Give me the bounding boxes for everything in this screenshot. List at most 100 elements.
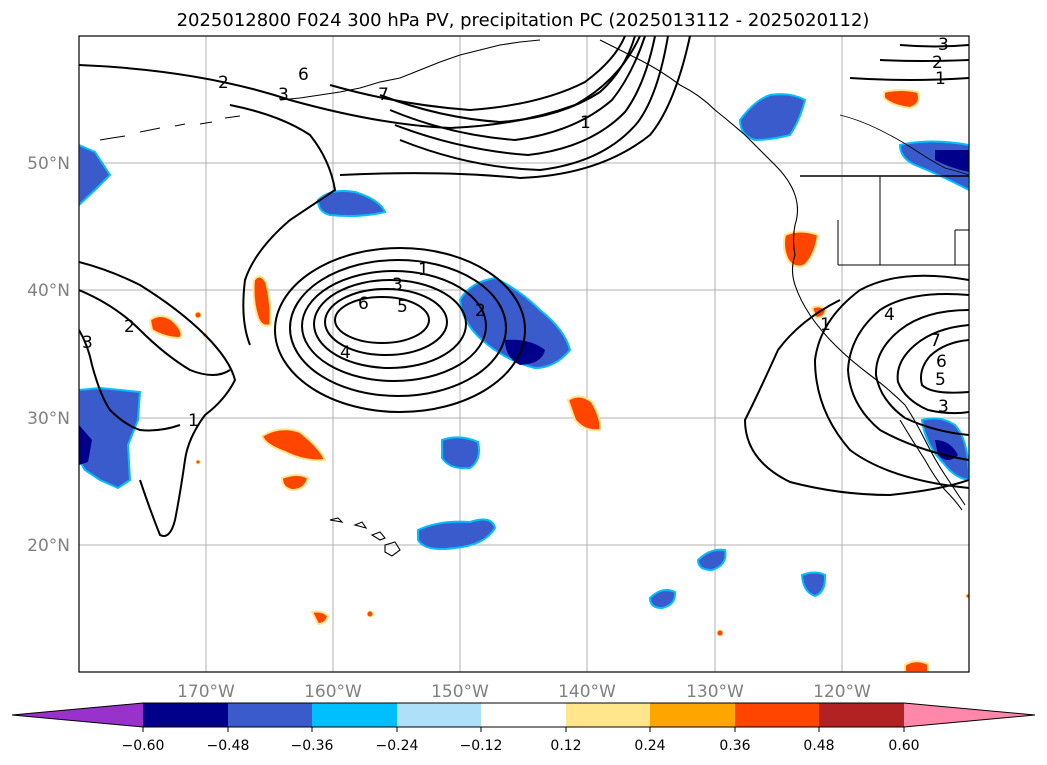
precip-pos-dot [194, 311, 202, 319]
precip-neg-blob [648, 589, 677, 610]
pv-contour-e4 [896, 324, 969, 415]
precip-neg-blob [458, 276, 572, 370]
pv-contour-w1 [79, 289, 231, 376]
pv-contour-ne1 [879, 59, 969, 62]
precip-pos-dot [716, 629, 724, 637]
pv-contour-n7 [339, 36, 691, 180]
lat-label-30n: 30°N [27, 409, 70, 429]
lon-label-140w: 140°W [558, 682, 616, 702]
colorbar-segment [143, 703, 228, 727]
contour-label: 6 [936, 352, 947, 372]
precip-neg-blob [417, 518, 497, 550]
contour-label: 3 [938, 397, 949, 417]
contour-label: 5 [397, 297, 408, 317]
lon-label-170w: 170°W [177, 682, 235, 702]
precip-strong-neg-blob [79, 425, 92, 465]
figure-title: 2025012800 F024 300 hPa PV, precipitatio… [177, 10, 870, 31]
colorbar-extend-right [904, 703, 1035, 727]
pv-contour-6 [334, 296, 430, 344]
precip-pos-dot [195, 459, 201, 465]
colorbar-segment [397, 703, 481, 727]
precip-neg-blob [441, 436, 480, 470]
colorbar-label: −0.36 [291, 738, 334, 754]
colorbar-label: 0.24 [634, 738, 665, 754]
lon-label-150w: 150°W [431, 682, 489, 702]
contour-label: 4 [884, 305, 895, 325]
contour-label: 2 [124, 317, 135, 337]
colorbar-label: −0.60 [122, 738, 165, 754]
pv-contour-3 [301, 270, 487, 382]
pv-contour-e5 [920, 339, 969, 394]
colorbar-segment [481, 703, 566, 727]
contour-label: 3 [82, 333, 93, 353]
precip-neg-blob [738, 93, 807, 142]
colorbar-segment [312, 703, 397, 727]
precip-shading [79, 89, 969, 672]
pv-contour-e3 [874, 309, 969, 436]
precip-pos-blob [280, 474, 310, 492]
precip-pos-blob [148, 315, 183, 340]
state-borders [837, 176, 969, 266]
contour-label: 1 [418, 260, 429, 280]
pv-contour-n8 [229, 104, 337, 346]
lat-label-40n: 40°N [27, 281, 70, 301]
longitude-labels: 170°W 160°W 150°W 140°W 130°W 120°W [177, 682, 871, 702]
lat-label-20n: 20°N [27, 536, 70, 556]
pv-contours [79, 36, 969, 537]
precip-neg-blob [79, 386, 142, 490]
pv-contour-e0 [743, 299, 969, 497]
colorbar-label: −0.48 [207, 738, 250, 754]
contour-label: 7 [378, 85, 389, 105]
pv-contour-1 [274, 247, 526, 413]
colorbar-segment [819, 703, 904, 727]
colorbar-label: −0.24 [376, 738, 419, 754]
contour-label: 6 [298, 65, 309, 85]
contour-labels: 1 3 6 5 4 2 2 3 6 7 1 2 3 1 1 4 7 6 5 3 … [82, 35, 949, 431]
contour-label: 3 [938, 35, 949, 55]
western-aleutians [99, 115, 241, 141]
colorbar-label: 0.48 [803, 738, 834, 754]
colorbar-label: 0.12 [550, 738, 581, 754]
contour-label: 2 [218, 73, 229, 93]
colorbar-label: 0.36 [719, 738, 750, 754]
colorbar: −0.60 −0.48 −0.36 −0.24 −0.12 0.12 0.24 … [11, 702, 1036, 754]
pv-contour-2 [289, 259, 507, 397]
baja-california [899, 419, 963, 511]
precip-neg-blob [79, 143, 112, 207]
precip-pos-blob [566, 395, 602, 432]
pv-contour-w3 [79, 329, 181, 432]
contour-label: 2 [475, 301, 486, 321]
pv-contour-e2 [846, 293, 969, 461]
latitude-labels: 50°N 40°N 30°N 20°N [27, 154, 70, 556]
colorbar-segment [650, 703, 735, 727]
province-border [839, 114, 969, 176]
coastlines [99, 39, 969, 557]
contour-label: 1 [820, 315, 831, 335]
colorbar-segment [228, 703, 312, 727]
aleutian-islands [279, 39, 541, 101]
contour-label: 1 [580, 113, 591, 133]
contour-label: 2 [932, 53, 943, 73]
pv-contour-5 [324, 288, 448, 356]
precip-neg-blob [316, 190, 387, 217]
lon-label-130w: 130°W [686, 682, 744, 702]
pv-contour-w2 [79, 261, 237, 537]
map-border [78, 35, 970, 673]
colorbar-segment [566, 703, 650, 727]
precip-pos-blob [260, 428, 327, 462]
contour-label: 4 [340, 343, 351, 363]
precip-pos-blob [310, 610, 330, 626]
pv-contour-ne3 [849, 77, 969, 81]
pv-contour-n5 [394, 36, 656, 157]
colorbar-label: 0.60 [888, 738, 919, 754]
north-america-coast [599, 39, 966, 506]
precip-pos-dot [366, 610, 374, 618]
precip-pos-blob [783, 230, 820, 268]
precip-neg-blob [696, 548, 727, 572]
colorbar-label: −0.12 [460, 738, 503, 754]
precip-pos-blob [252, 275, 272, 327]
colorbar-ticks [142, 727, 905, 732]
contour-label: 3 [392, 275, 403, 295]
contour-label: 1 [188, 411, 199, 431]
